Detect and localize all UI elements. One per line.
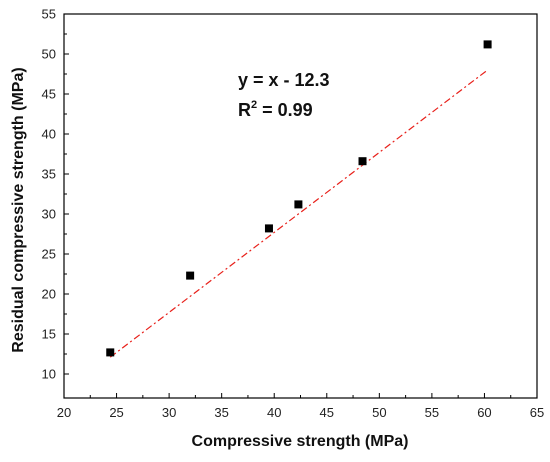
data-point	[186, 271, 195, 280]
x-axis-title: Compressive strength (MPa)	[192, 433, 409, 450]
x-tick-label: 65	[530, 405, 544, 420]
x-axis-ticks: 20 25 30 35 40 45 50 55 60 65	[57, 393, 544, 420]
x-tick-label: 40	[267, 405, 281, 420]
data-point	[294, 200, 303, 209]
y-tick-label: 25	[42, 247, 56, 262]
y-tick-label: 55	[42, 7, 56, 22]
fit-line	[109, 69, 488, 358]
data-point	[264, 224, 273, 233]
x-tick-label: 45	[320, 405, 334, 420]
y-tick-label: 45	[42, 87, 56, 102]
x-tick-label: 55	[425, 405, 439, 420]
r2-annotation: R2 = 0.99	[238, 99, 313, 120]
y-tick-label: 15	[42, 327, 56, 342]
data-point	[358, 157, 367, 166]
data-points	[106, 40, 492, 357]
equation-annotation: y = x - 12.3	[238, 70, 330, 90]
x-tick-label: 50	[372, 405, 386, 420]
y-axis-ticks: 10 15 20 25 30 35 40 45 50 55	[42, 7, 69, 382]
y-tick-label: 20	[42, 287, 56, 302]
x-tick-label: 25	[109, 405, 123, 420]
y-axis-title: Residual compressive strength (MPa)	[10, 67, 27, 352]
x-tick-label: 20	[57, 405, 71, 420]
y-tick-label: 40	[42, 127, 56, 142]
data-point	[106, 348, 115, 357]
x-tick-label: 30	[162, 405, 176, 420]
y-tick-label: 35	[42, 167, 56, 182]
x-tick-label: 35	[214, 405, 228, 420]
y-tick-label: 10	[42, 367, 56, 382]
y-tick-label: 50	[42, 47, 56, 62]
y-tick-label: 30	[42, 207, 56, 222]
data-point	[483, 40, 492, 49]
x-tick-label: 60	[477, 405, 491, 420]
